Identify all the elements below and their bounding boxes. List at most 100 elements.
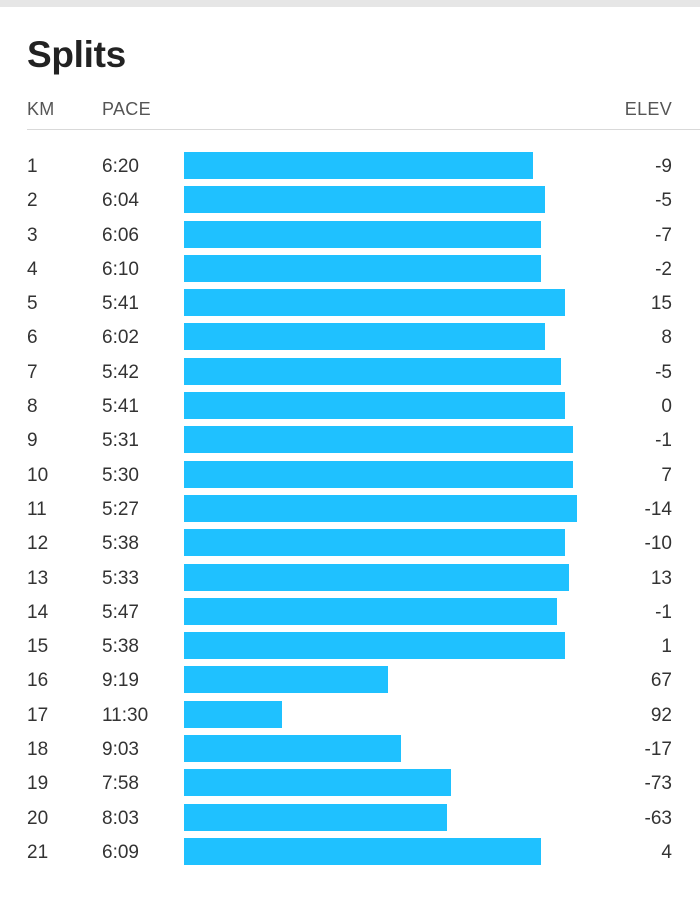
split-pace: 5:42	[102, 361, 139, 383]
split-elev: 92	[650, 704, 672, 726]
split-pace-bar	[184, 186, 545, 214]
split-elev: 0	[661, 396, 672, 418]
split-pace: 5:47	[102, 601, 139, 623]
split-row: 11 5:27 -14	[0, 492, 700, 526]
split-km: 12	[27, 533, 49, 555]
split-pace-bar	[184, 700, 282, 728]
split-pace: 5:31	[102, 430, 139, 452]
split-pace: 9:19	[102, 670, 139, 692]
split-row: 1 6:20 -9	[0, 149, 700, 183]
split-row: 18 9:03 -17	[0, 732, 700, 766]
split-elev: 7	[661, 464, 672, 486]
split-pace: 11:30	[102, 704, 149, 726]
split-km: 14	[27, 601, 49, 623]
split-elev: -5	[655, 190, 672, 212]
split-elev: -17	[644, 739, 672, 761]
split-row: 14 5:47 -1	[0, 595, 700, 629]
split-elev: -63	[644, 807, 672, 829]
column-header-km: KM	[27, 99, 55, 119]
split-row: 21 6:09 4	[0, 835, 700, 869]
split-pace-bar	[184, 392, 565, 420]
split-pace: 5:41	[102, 293, 139, 315]
split-pace: 5:38	[102, 636, 139, 658]
split-km: 18	[27, 739, 49, 761]
split-pace: 9:03	[102, 739, 139, 761]
split-elev: -5	[655, 361, 672, 383]
split-row: 15 5:38 1	[0, 629, 700, 663]
split-row: 7 5:42 -5	[0, 355, 700, 389]
split-km: 9	[27, 430, 38, 452]
split-pace-bar	[184, 666, 388, 694]
split-km: 19	[27, 773, 49, 795]
split-km: 21	[27, 841, 49, 863]
split-row: 8 5:41 0	[0, 389, 700, 423]
splits-list: 1 6:20 -9 2 6:04 -5 3 6:06 -7 4 6:10 -2 5 5:41 15 6 6:02…	[0, 149, 700, 869]
split-pace-bar	[184, 597, 557, 625]
split-pace: 6:09	[102, 841, 139, 863]
split-km: 7	[27, 361, 38, 383]
split-pace: 5:27	[102, 498, 139, 520]
split-row: 9 5:31 -1	[0, 423, 700, 457]
split-pace: 6:10	[102, 258, 139, 280]
split-pace-bar	[184, 563, 569, 591]
split-row: 13 5:33 13	[0, 561, 700, 595]
split-pace-bar	[184, 323, 545, 351]
split-row: 20 8:03 -63	[0, 801, 700, 835]
split-km: 2	[27, 190, 38, 212]
split-elev: 13	[650, 567, 672, 589]
split-row: 3 6:06 -7	[0, 218, 700, 252]
split-km: 8	[27, 396, 38, 418]
split-row: 17 11:30 92	[0, 698, 700, 732]
split-km: 10	[27, 464, 49, 486]
split-pace: 8:03	[102, 807, 139, 829]
split-elev: -1	[655, 430, 672, 452]
split-km: 3	[27, 224, 38, 246]
split-km: 1	[27, 156, 38, 177]
split-pace: 5:41	[102, 396, 139, 418]
split-elev: -2	[655, 258, 672, 280]
split-pace: 7:58	[102, 773, 139, 795]
split-elev: -73	[644, 773, 672, 795]
split-pace: 5:30	[102, 464, 139, 486]
split-pace-bar	[184, 152, 533, 179]
top-edge-strip	[0, 0, 700, 7]
split-pace-bar	[184, 426, 573, 454]
split-pace-bar	[184, 632, 565, 660]
split-km: 17	[27, 704, 49, 726]
split-pace-bar	[184, 494, 577, 522]
split-km: 4	[27, 258, 38, 280]
split-pace-bar	[184, 769, 451, 797]
split-pace-bar	[184, 220, 541, 248]
split-elev: 4	[661, 841, 672, 863]
split-pace-bar	[184, 735, 401, 763]
split-row: 12 5:38 -10	[0, 526, 700, 560]
split-km: 16	[27, 670, 49, 692]
split-elev: 15	[650, 293, 672, 315]
split-elev: 1	[661, 636, 672, 658]
split-row: 16 9:19 67	[0, 663, 700, 697]
split-elev: 8	[661, 327, 672, 349]
split-km: 13	[27, 567, 49, 589]
split-pace-bar	[184, 254, 541, 282]
column-header-elev: ELEV	[624, 99, 672, 119]
split-row: 5 5:41 15	[0, 286, 700, 320]
split-elev: -9	[655, 156, 672, 177]
split-pace: 6:06	[102, 224, 139, 246]
split-km: 15	[27, 636, 49, 658]
split-pace-bar	[184, 460, 573, 488]
split-pace-bar	[184, 837, 541, 865]
split-elev: -7	[655, 224, 672, 246]
split-pace: 5:38	[102, 533, 139, 555]
split-km: 5	[27, 293, 38, 315]
split-elev: -10	[644, 533, 672, 555]
split-km: 20	[27, 807, 49, 829]
header-divider	[27, 129, 700, 130]
column-header-pace: PACE	[102, 99, 151, 119]
split-pace: 5:33	[102, 567, 139, 589]
split-row: 19 7:58 -73	[0, 766, 700, 800]
split-elev: 67	[650, 670, 672, 692]
split-pace-bar	[184, 529, 565, 557]
page-title: Splits	[27, 34, 126, 75]
split-pace: 6:04	[102, 190, 139, 212]
